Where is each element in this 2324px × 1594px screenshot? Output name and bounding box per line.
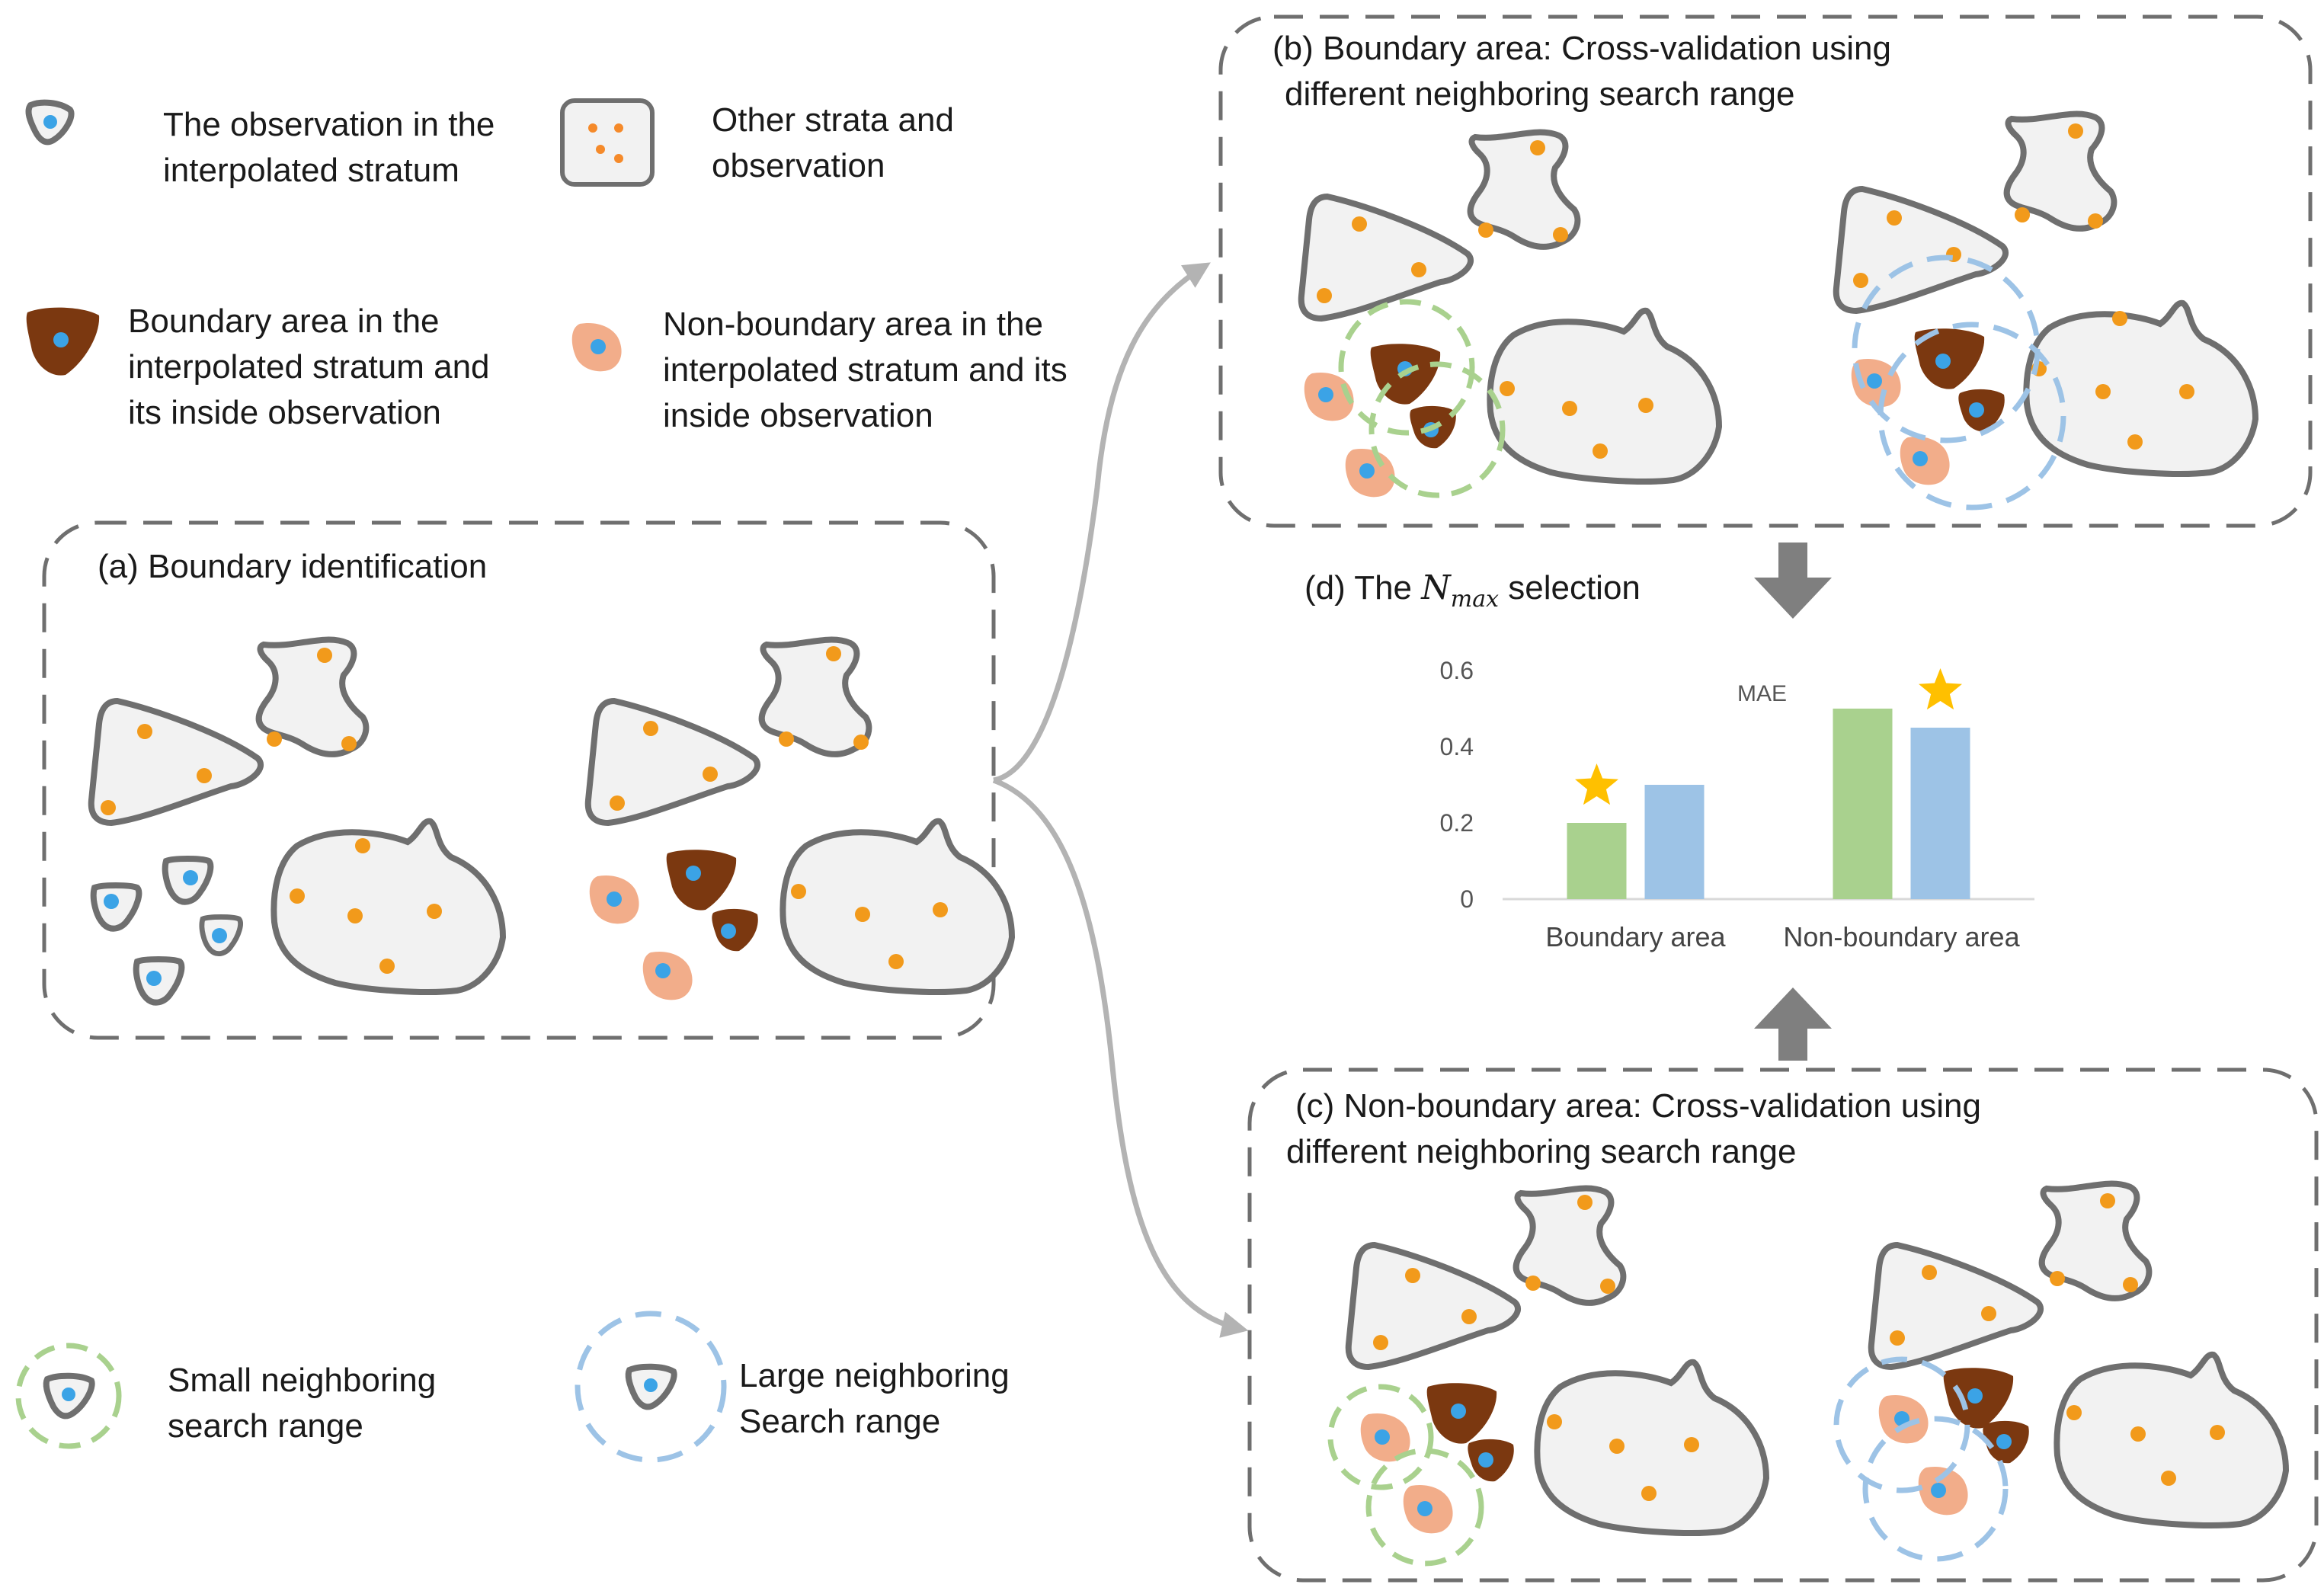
stratum — [1471, 133, 1578, 247]
small-range-circle — [1327, 1384, 1434, 1490]
non-boundary-area — [1304, 372, 1354, 421]
legend: The observation in the interpolated stra… — [15, 98, 1077, 1463]
panel-a: (a) Boundary identification — [42, 520, 1012, 1040]
observation-stratum — [94, 885, 139, 929]
boundary-area — [1943, 1368, 2014, 1429]
legend-small-range-icon — [15, 1343, 122, 1449]
panel-a-title: (a) Boundary identification — [98, 548, 487, 585]
non-boundary-area — [1403, 1484, 1453, 1534]
legend-other-strata-label: Other strata and observation — [712, 101, 963, 184]
panel-a-left-scene — [91, 640, 503, 1003]
stratum — [1537, 1362, 1766, 1533]
panel-a-frame — [42, 520, 996, 1040]
chart-y-tick-label: 0 — [1460, 885, 1474, 913]
arrow-up-to-chart — [1754, 987, 1832, 1061]
panel-c: (c) Non-boundary area: Cross-validation … — [1247, 1067, 2319, 1583]
non-boundary-area — [1878, 1394, 1929, 1444]
boundary-area — [1983, 1420, 2029, 1464]
stratum — [1871, 1245, 2041, 1367]
non-boundary-area — [1851, 358, 1901, 408]
panel-d-title: (d) The Nmax selection — [1304, 568, 1641, 613]
stratum — [1490, 311, 1719, 482]
small-range-circle — [1338, 299, 1475, 436]
large-range-circle — [1833, 1356, 1970, 1493]
mae-bar-chart: MAE 0 0.2 0.4 0.6 Boundary area Non-boundary … — [1440, 657, 2034, 952]
small-range-circle — [1365, 1448, 1484, 1567]
boundary-area — [1426, 1383, 1497, 1444]
stratum — [2042, 1184, 2150, 1298]
legend-observation-label: The observation in the interpolated stra… — [163, 106, 504, 189]
stratum — [2007, 114, 2114, 229]
legend-non-boundary-label: Non-boundary area in the interpolated st… — [663, 306, 1077, 434]
chart-bar — [1644, 785, 1705, 899]
chart-bar — [1567, 823, 1627, 899]
chart-y-tick-label: 0.2 — [1440, 809, 1474, 837]
small-range-circle — [1368, 361, 1506, 498]
stratum — [2057, 1355, 2286, 1525]
panel-d: (d) The Nmax selection MAE 0 0.2 0.4 0.6 Bou… — [1304, 568, 2034, 952]
non-boundary-area — [1360, 1413, 1410, 1462]
stratum — [1516, 1189, 1624, 1303]
non-boundary-area — [1900, 436, 1950, 485]
panel-b: (b) Boundary area: Cross-validation usin… — [1218, 14, 2313, 528]
chart-bar — [1910, 728, 1970, 899]
chart-y-tick-label: 0.6 — [1440, 657, 1474, 684]
star-icon — [1575, 763, 1618, 805]
boundary-area — [1958, 389, 2005, 432]
panel-c-right-scene — [1833, 1184, 2286, 1562]
non-boundary-area — [1918, 1466, 1968, 1516]
stratum — [91, 701, 261, 823]
chart-series-label: MAE — [1737, 681, 1787, 706]
boundary-area — [1914, 328, 1985, 389]
arrow-to-panel-b — [993, 262, 1211, 783]
panel-c-left-scene — [1327, 1189, 1766, 1567]
legend-large-range-icon — [575, 1311, 727, 1463]
observation-stratum — [165, 859, 211, 902]
chart-bar — [1833, 709, 1893, 899]
stratum — [2026, 303, 2255, 474]
stratum — [274, 821, 503, 992]
chart-category-label: Non-boundary area — [1783, 921, 2020, 952]
boundary-area — [712, 908, 758, 952]
large-range-circle — [1877, 322, 2066, 511]
arrow-to-panel-c — [992, 777, 1249, 1338]
large-range-circle — [1862, 1416, 2009, 1562]
panel-b-title: (b) Boundary area: Cross-validation usin… — [1272, 30, 1900, 113]
star-icon — [1919, 668, 1962, 710]
panel-c-title: (c) Non-boundary area: Cross-validation … — [1286, 1087, 1990, 1170]
boundary-area — [666, 850, 737, 911]
legend-boundary-label: Boundary area in the interpolated stratu… — [128, 302, 499, 431]
chart-category-label: Boundary area — [1545, 921, 1726, 952]
legend-observation-icon — [25, 99, 75, 146]
panel-b-right-scene — [1836, 114, 2255, 511]
stratum — [259, 640, 367, 754]
legend-small-range-label: Small neighboring search range — [168, 1362, 445, 1445]
stratum — [1349, 1245, 1518, 1367]
stratum — [1836, 189, 2005, 311]
stratum — [762, 640, 869, 754]
panel-b-left-scene — [1301, 133, 1719, 498]
boundary-area — [1468, 1439, 1514, 1482]
stratum — [588, 701, 757, 823]
legend-non-boundary-icon — [571, 322, 622, 372]
legend-large-range-label: Large neighboring Search range — [739, 1357, 1019, 1440]
arrow-down-to-chart — [1754, 543, 1832, 619]
legend-other-strata-icon — [560, 98, 655, 187]
observation-stratum — [136, 959, 182, 1003]
non-boundary-area — [642, 951, 693, 1000]
panel-c-frame — [1247, 1067, 2319, 1583]
stratum — [1301, 197, 1471, 318]
non-boundary-area — [1345, 448, 1395, 498]
observation-stratum — [202, 917, 241, 953]
chart-y-tick-label: 0.4 — [1440, 733, 1474, 760]
panel-a-right-scene — [588, 640, 1012, 1000]
stratum — [783, 821, 1012, 992]
non-boundary-area — [589, 875, 639, 924]
legend-boundary-icon — [26, 307, 100, 376]
flow-arrows — [992, 262, 1249, 1338]
